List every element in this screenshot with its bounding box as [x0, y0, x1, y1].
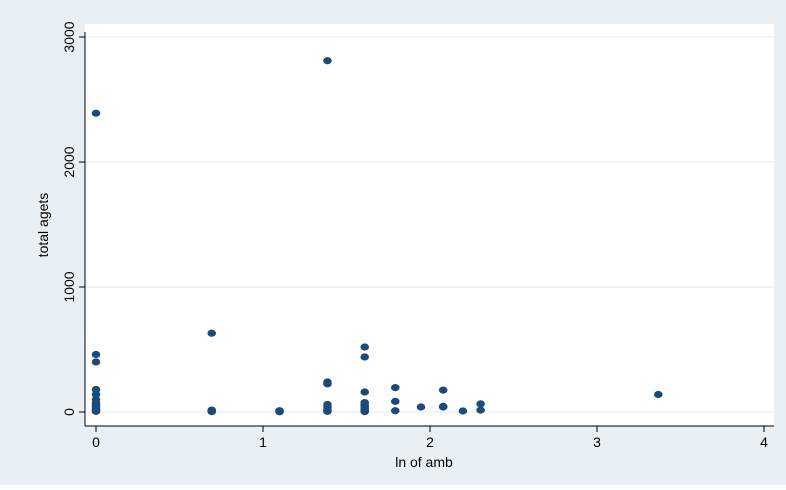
data-point-0-4	[91, 390, 101, 399]
y-tick-label-3: 3000	[61, 21, 77, 52]
data-point-0-35	[390, 397, 400, 405]
data-point-0-36	[390, 407, 400, 415]
x-tick-label-1: 1	[259, 434, 267, 450]
data-point-0-20	[323, 380, 332, 388]
data-point-0-41	[458, 407, 468, 415]
data-point-0-43	[476, 406, 485, 414]
x-tick-label-0: 0	[92, 434, 100, 450]
plot-area	[85, 24, 774, 426]
data-point-0-44	[653, 390, 663, 399]
x-tick-label-2: 2	[426, 434, 434, 450]
data-points	[91, 57, 663, 416]
data-point-0-34	[390, 384, 400, 392]
y-tick-label-2: 2000	[61, 146, 77, 177]
data-point-0-10	[91, 407, 101, 415]
data-point-0-33	[360, 408, 370, 416]
y-tick-label-0: 0	[61, 408, 77, 416]
x-tick-label-4: 4	[760, 434, 768, 450]
data-point-0-1	[91, 350, 101, 359]
y-tick-label-1: 1000	[61, 271, 77, 302]
data-point-0-14	[207, 408, 217, 416]
axes: 0 1000 2000 3000 0 1 2 3 4	[61, 21, 774, 450]
x-axis-label: ln of amb	[395, 454, 453, 470]
y-axis-label: total agets	[35, 193, 51, 258]
data-point-0-27	[360, 388, 370, 396]
data-point-0-42	[476, 400, 485, 408]
data-point-0-0	[91, 109, 101, 117]
data-point-0-38	[438, 386, 448, 394]
data-point-0-2	[91, 358, 101, 366]
data-point-0-3	[91, 385, 101, 394]
data-point-0-25	[360, 343, 370, 351]
data-point-0-26	[360, 353, 370, 361]
data-point-0-37	[416, 403, 426, 411]
x-tick-label-3: 3	[593, 434, 601, 450]
data-point-0-24	[323, 407, 332, 415]
data-point-0-17	[275, 408, 284, 416]
gridlines	[85, 36, 774, 413]
data-point-0-18	[323, 57, 332, 65]
data-point-0-40	[438, 403, 448, 411]
data-point-0-11	[207, 329, 217, 337]
